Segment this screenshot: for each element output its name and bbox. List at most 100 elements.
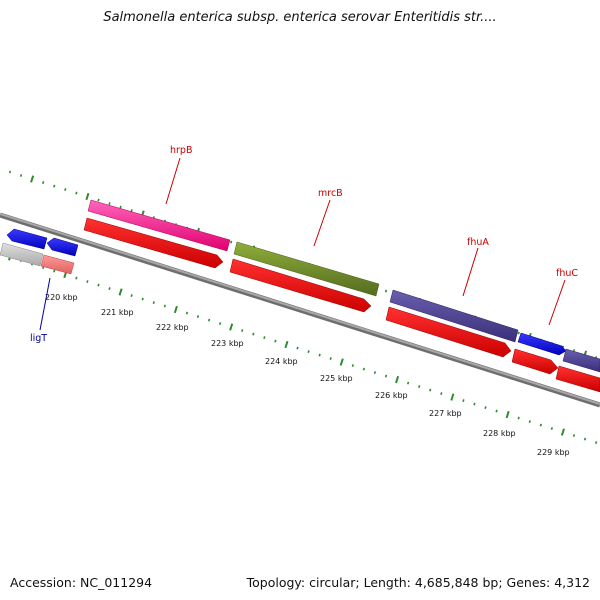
lower-tick-39 <box>440 392 443 396</box>
lower-tick-25 <box>284 340 289 349</box>
scale-label-4: 224 kbp <box>265 357 298 366</box>
upper-tick-7 <box>85 192 90 201</box>
lower-tick-41 <box>462 399 465 403</box>
lower-tick-19 <box>218 322 222 325</box>
lower-tick-29 <box>329 357 332 360</box>
lower-tick-53 <box>594 441 598 445</box>
lower-tick-16 <box>185 311 189 315</box>
gene-fhuC-arrow[interactable] <box>517 332 567 356</box>
lower-tick-46 <box>517 416 520 420</box>
cds-arrow-2[interactable] <box>229 258 372 313</box>
lower-tick-36 <box>406 381 410 385</box>
lower-tick-7 <box>86 280 89 283</box>
lower-tick-45 <box>505 410 510 419</box>
lower-tick-49 <box>550 427 554 431</box>
cds-arrow-5[interactable] <box>555 365 600 393</box>
gene-hrpB-bar[interactable] <box>87 199 231 252</box>
scale-label-3: 223 kbp <box>211 339 244 348</box>
lower-tick-21 <box>241 329 244 332</box>
upper-tick-1 <box>19 174 23 177</box>
scale-label-7: 227 kbp <box>429 409 462 418</box>
upper-tick-5 <box>64 188 67 191</box>
gene-label-fhuC: fhuC <box>556 268 578 279</box>
lower-tick-43 <box>484 406 487 410</box>
lower-tick-18 <box>207 318 211 322</box>
ligT-leader-line <box>39 277 51 331</box>
gene-fhuA-bar[interactable] <box>389 289 519 343</box>
lower-tick-35 <box>395 375 400 384</box>
cds-arrow-3[interactable] <box>385 306 512 358</box>
upper-tick-34 <box>384 289 388 293</box>
lower-tick-10 <box>118 288 123 296</box>
genome-backbone <box>0 212 600 408</box>
gene-label-ligT: ligT <box>30 333 47 344</box>
lower-tick-4 <box>53 269 56 273</box>
scale-labels: 220 kbp 221 kbp 222 kbp 223 kbp 224 kbp 225 k… <box>45 293 570 457</box>
upper-tick-4 <box>53 184 56 188</box>
lower-tick-42 <box>473 402 476 406</box>
lower-tick-26 <box>296 346 299 350</box>
gene-label-mrcB: mrcB <box>318 188 343 199</box>
lower-tick-12 <box>141 297 144 301</box>
hrpB-leader-line <box>165 157 181 205</box>
lower-tick-track <box>7 253 598 445</box>
scale-label-0: 220 kbp <box>45 293 78 302</box>
lower-tick-30 <box>339 358 344 366</box>
lower-tick-11 <box>130 294 133 297</box>
gene-ligT-bar[interactable] <box>40 254 75 275</box>
upper-tick-3 <box>42 181 45 184</box>
map-title: Salmonella enterica subsp. enterica sero… <box>103 10 497 25</box>
lower-tick-34 <box>384 374 388 378</box>
scale-label-5: 225 kbp <box>320 374 353 383</box>
lower-tick-52 <box>583 437 587 441</box>
upper-tick-10 <box>119 205 122 209</box>
lower-tick-27 <box>307 350 310 353</box>
lower-tick-38 <box>429 388 432 392</box>
lower-tick-28 <box>318 353 321 357</box>
lower-tick-6 <box>75 276 78 280</box>
lower-tick-24 <box>274 339 277 343</box>
cds-arrow-4[interactable] <box>511 348 559 375</box>
upper-tick-0 <box>8 170 12 174</box>
lower-tick-17 <box>196 315 200 318</box>
upper-tick-11 <box>130 209 133 212</box>
gene-next-bar[interactable] <box>562 348 600 373</box>
fhuC-leader-line <box>548 279 566 326</box>
scale-label-2: 222 kbp <box>156 323 189 332</box>
upper-tick-6 <box>75 191 78 195</box>
lower-tick-44 <box>495 409 498 413</box>
gene-mrcB-bar[interactable] <box>233 241 380 297</box>
cds-arrow-1[interactable] <box>83 217 224 269</box>
lower-tick-33 <box>373 371 377 374</box>
gene-label-hrpB: hrpB <box>170 145 192 156</box>
lower-tick-9 <box>108 287 111 290</box>
lower-tick-51 <box>572 434 576 438</box>
lower-tick-13 <box>152 301 155 304</box>
gene-left-grey-bar[interactable] <box>0 242 44 267</box>
lower-tick-47 <box>528 420 531 424</box>
upper-tick-9 <box>108 202 111 205</box>
gene-left-blue-arrow-2[interactable] <box>46 237 79 257</box>
lower-tick-8 <box>97 283 100 287</box>
gene-label-fhuA: fhuA <box>467 237 489 248</box>
lower-tick-23 <box>263 336 266 339</box>
upper-tick-46 <box>517 331 520 335</box>
lower-tick-15 <box>173 305 178 314</box>
lower-tick-14 <box>163 304 166 308</box>
fhuA-leader-line <box>462 247 479 297</box>
lower-tick-37 <box>418 385 421 389</box>
accession-text: Accession: NC_011294 <box>10 575 153 590</box>
gene-left-blue-arrow-1[interactable] <box>6 228 48 250</box>
lower-tick-48 <box>539 423 542 427</box>
upper-tick-20 <box>230 240 233 244</box>
scale-label-9: 229 kbp <box>537 448 570 457</box>
lower-tick-50 <box>560 428 565 436</box>
scale-label-8: 228 kbp <box>483 429 516 438</box>
lower-tick-22 <box>252 332 255 336</box>
lower-tick-32 <box>362 367 366 371</box>
summary-text: Topology: circular; Length: 4,685,848 bp… <box>246 575 590 590</box>
scale-label-6: 226 kbp <box>375 391 408 400</box>
lower-tick-20 <box>229 323 234 331</box>
upper-tick-2 <box>30 175 35 183</box>
